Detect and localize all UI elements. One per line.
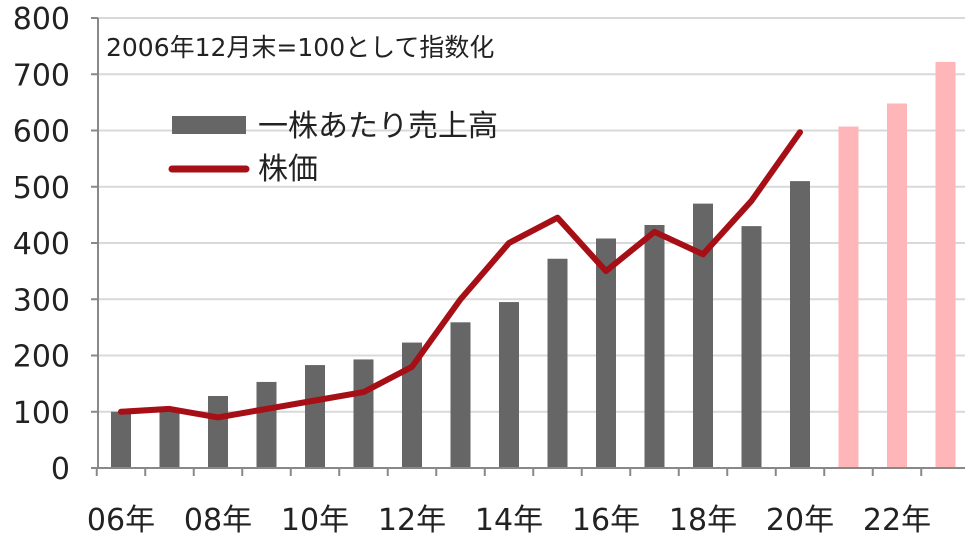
bar-22年-forecast <box>887 103 907 468</box>
sales-per-share-bars <box>111 61 956 468</box>
legend-label-stock-price: 株価 <box>258 152 318 187</box>
x-tick-label-18年: 18年 <box>669 503 737 536</box>
bar-08年 <box>208 396 228 468</box>
bar-12年 <box>402 342 422 468</box>
bar-23年-forecast <box>935 61 956 468</box>
axes <box>91 17 965 476</box>
bar-21年-forecast <box>838 126 859 468</box>
y-tick-label-100: 100 <box>13 396 70 431</box>
y-tick-label-300: 300 <box>13 283 70 318</box>
legend: 一株あたり売上高 株価 <box>168 109 498 187</box>
y-tick-label-0: 0 <box>51 452 70 487</box>
y-tick-label-500: 500 <box>13 171 70 206</box>
bar-19年 <box>741 226 762 468</box>
y-tick-label-600: 600 <box>13 115 70 150</box>
bar-09年 <box>256 381 277 468</box>
y-tick-label-200: 200 <box>13 340 70 375</box>
x-tick-label-08年: 08年 <box>184 503 252 536</box>
legend-label-sales-per-share: 一株あたり売上高 <box>258 109 498 144</box>
x-tick-label-16年: 16年 <box>572 503 640 536</box>
x-tick-label-10年: 10年 <box>281 503 349 536</box>
x-tick-label-12年: 12年 <box>378 503 446 536</box>
bar-15年 <box>547 258 568 468</box>
x-tick-label-06年: 06年 <box>87 503 155 536</box>
bar-17年 <box>644 225 665 468</box>
stock-price-series-line <box>118 129 803 421</box>
bar-18年 <box>693 203 713 468</box>
x-tick-label-20年: 20年 <box>766 503 834 536</box>
bar-20年 <box>790 181 810 468</box>
gridlines <box>98 17 965 413</box>
x-tick-label-14年: 14年 <box>475 503 543 536</box>
x-axis-tick-labels: 06年 08年 10年 12年 14年 16年 18年 20年 22年 <box>87 503 931 536</box>
bar-11年 <box>353 359 374 468</box>
bar-14年 <box>499 302 519 468</box>
bar-07年 <box>159 408 180 468</box>
bar-06年 <box>111 411 131 468</box>
y-tick-label-400: 400 <box>13 227 70 262</box>
stock-price-line <box>118 129 803 421</box>
chart-subtitle: 2006年12月末=100として指数化 <box>106 33 494 62</box>
bar-13年 <box>450 322 471 468</box>
bar-16年 <box>596 238 616 468</box>
bar-10年 <box>305 365 325 468</box>
y-tick-label-700: 700 <box>13 58 70 93</box>
legend-swatch-sales-per-share <box>172 116 246 134</box>
y-tick-label-800: 800 <box>13 2 70 37</box>
x-tick-label-22年: 22年 <box>863 503 931 536</box>
y-axis-tick-labels: 0 100 200 300 400 500 600 700 800 <box>13 2 70 487</box>
